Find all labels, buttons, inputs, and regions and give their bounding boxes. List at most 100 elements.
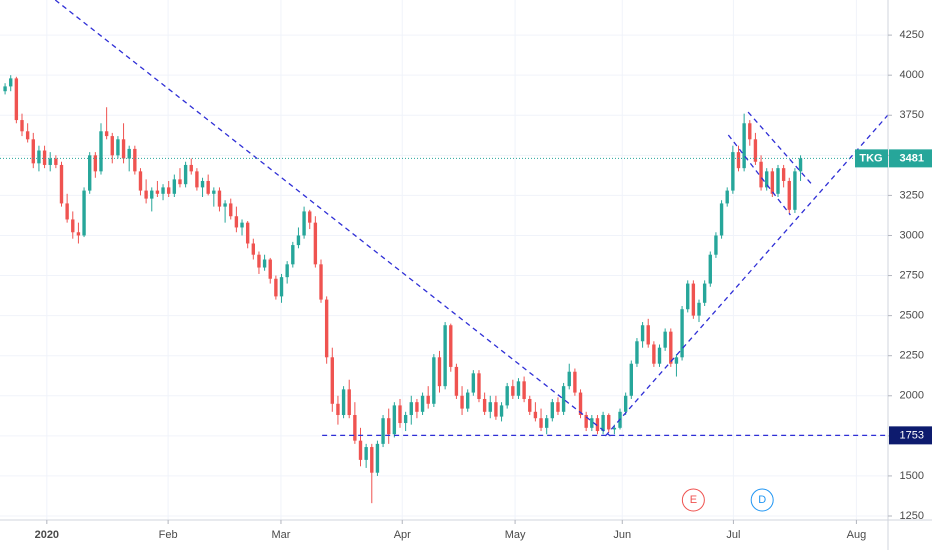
candle-body [110,136,114,156]
candle-body [736,152,741,169]
candle-body [341,389,346,416]
candle-body [657,347,662,364]
candle-body [375,443,380,473]
candle-body [245,222,250,244]
price-label: 3481 [900,152,924,164]
x-tick-label: May [505,529,526,541]
candle-body [595,418,600,432]
grid [0,0,888,520]
event-label: D [758,494,766,506]
candle-body [195,171,199,188]
candle-body [680,309,684,358]
candle-body [104,131,109,137]
candle-body [420,395,425,412]
candle-body [251,243,256,255]
x-tick-label: Jun [613,529,631,541]
plot-area [0,0,888,504]
candle-body [781,168,786,181]
candle-body [370,447,374,473]
candle-body [691,283,696,316]
candle-body [291,245,295,265]
candle-body [189,164,193,172]
event-marker [750,488,774,512]
candle-body [14,78,19,121]
candle-body [482,398,487,412]
candle-body [731,152,735,191]
y-tick-label: 2000 [900,390,924,402]
candle-body [31,139,35,164]
candle-body [635,341,639,364]
candle-body [20,120,24,132]
candle-body [511,386,515,396]
candle-body [674,357,679,364]
candle-body [3,86,7,92]
candle-body [494,402,498,417]
candle-body [262,259,267,268]
candle-body [229,203,233,217]
candle-body [612,427,617,430]
candle-body [516,381,521,396]
candle-body [172,179,177,194]
candle-body [629,363,633,396]
candle-body [127,148,131,159]
candle-body [742,123,746,169]
candle-body [776,168,780,194]
candle-body [59,164,64,204]
candle-body [544,418,549,428]
y-tick-label: 3750 [900,109,924,121]
symbol-label-bg [855,149,888,168]
candle-body [466,392,470,409]
candle-body [279,277,284,297]
y-tick-label: 4000 [900,69,924,81]
candle-body [437,357,442,387]
candle-body [285,264,289,278]
candle-body [488,402,492,412]
candle-body [646,325,650,345]
candle-body [71,219,75,233]
candle-body [793,171,797,210]
candle-body [623,395,628,412]
candle-body [324,299,329,358]
price-label-bg [889,149,932,168]
candle-body [206,180,210,194]
candle-body [697,302,701,316]
candle-body [714,235,718,255]
candle-body [37,150,41,164]
candle-body [415,402,419,412]
trend-line [54,0,611,437]
candle-body [183,164,188,185]
candle-body [770,171,775,194]
candle-body [336,403,340,416]
candle-body [133,148,137,172]
candle-body [443,325,447,387]
candle-body [387,418,391,435]
candle-body [499,405,504,417]
candle-body [640,325,645,342]
x-tick-label: 2020 [35,529,59,541]
candle-body [9,78,13,87]
level-label-bg [889,426,932,445]
candle-body [116,139,120,156]
x-tick-label: Apr [394,529,411,541]
candle-body [567,371,571,387]
candle-body [753,139,758,162]
candle-body [708,254,712,284]
candle-body [719,203,724,236]
candle-body [759,161,763,188]
candle-body [398,405,402,424]
candle-body [347,389,351,416]
candle-body [505,386,509,406]
candle-body [584,415,588,428]
candle-body [150,190,154,199]
candle-body [471,373,476,393]
candle-body [409,402,413,416]
y-tick-label: 2750 [900,269,924,281]
candle-body [54,158,58,165]
trend-line [747,111,813,186]
candle-body [257,254,261,268]
candle-body [601,415,605,432]
candle-body [381,418,385,444]
candle-body [522,381,526,399]
